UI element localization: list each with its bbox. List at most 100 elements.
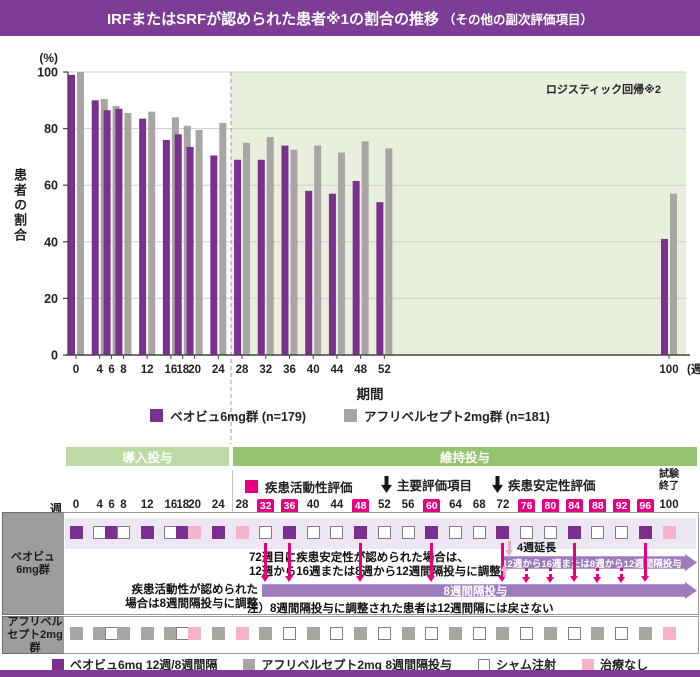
dose-square-sham-week-32: [259, 526, 273, 539]
week-number-56: 56: [401, 499, 415, 511]
dose-square-none-week-100: [662, 526, 676, 539]
week72-note-line2: 12週から16週または8週から12週間隔投与に調整: [249, 566, 501, 578]
disease-activity-note-line2: 場合は8週間隔投与に調整: [125, 598, 258, 610]
dose-square-sham-week-44: [330, 627, 344, 640]
x-tick-label: 100: [659, 364, 678, 376]
x-tick-label: 16: [164, 364, 177, 376]
dose-square-active-week-84: [567, 526, 581, 539]
bar-aflibercept-week-40: [314, 145, 322, 355]
x-tick-label: 18: [176, 364, 189, 376]
bar-beovu-week-18: [174, 134, 182, 355]
assessment-legend-activity: 疾患活動性評価: [245, 477, 353, 496]
x-tick-label: 8: [120, 364, 127, 376]
page-title-suffix: （その他の副次評価項目）: [443, 12, 594, 27]
week-number-52: 52: [377, 499, 391, 511]
bar-beovu-week-32: [257, 159, 265, 355]
interval-8week-arrow: 8週間隔投与: [262, 582, 697, 599]
dose-square-sham-week-76: [520, 627, 534, 640]
dose-square-comparator-week-32: [259, 627, 273, 640]
legend-item-aflibercept: アフリベルセプト2mg群 (n=181): [344, 406, 550, 425]
dose-square-none-week-28: [235, 526, 249, 539]
week-number-80: 80: [541, 499, 559, 514]
week-number-44: 44: [330, 499, 344, 511]
y-tick-label: 80: [44, 122, 58, 136]
aflibercept-swatch: [344, 409, 357, 422]
week-number-88: 88: [589, 499, 607, 514]
footnote: 注）8週間隔投与に調整された患者は12週間隔には戻さない: [247, 603, 554, 615]
disease-activity-note: 疾患活動性が認められた 場合は8週間隔投与に調整: [100, 583, 258, 611]
dose-square-comparator-week-4: [93, 627, 107, 640]
maintenance-phase-band: 維持投与: [233, 447, 697, 466]
comparator-swatch-icon: [243, 658, 256, 671]
dose-square-active-week-6: [105, 526, 119, 539]
week-number-100: 100: [659, 499, 679, 511]
bottom-brand-bar: [0, 670, 700, 677]
bar-aflibercept-week-52: [385, 148, 393, 355]
bar-beovu-week-52: [376, 202, 384, 355]
week-number-12: 12: [140, 499, 154, 511]
dose-square-comparator-week-64: [449, 627, 463, 640]
week-number-28: 28: [235, 499, 249, 511]
bar-beovu-week-36: [281, 145, 289, 355]
week-number-6: 6: [108, 499, 115, 511]
assessment-legend-stability: 疾患安定性評価: [492, 475, 596, 494]
week-number-96: 96: [636, 499, 654, 514]
y-tick-label: 100: [37, 66, 58, 80]
arrowhead: [356, 576, 365, 582]
dose-square-sham-week-44: [330, 526, 344, 539]
trial-end-line2: 終了: [659, 481, 679, 492]
logistic-regression-note: ロジスティック回帰※2: [546, 82, 661, 96]
dose-square-sham-week-52: [377, 526, 391, 539]
beovu-swatch: [150, 409, 164, 422]
dose-square-sham-week-56: [401, 526, 415, 539]
dose-square-sham-week-36: [282, 627, 296, 640]
optional-dose-arrow-week-80: [545, 568, 554, 583]
extension-label: 4週延長: [517, 542, 557, 554]
x-tick-label: 24: [212, 364, 225, 376]
week-number-76: 76: [518, 499, 536, 514]
bar-aflibercept-week-20: [195, 130, 203, 355]
dose-square-comparator-week-16: [164, 627, 178, 640]
dose-square-active-week-12: [140, 526, 154, 539]
dose-square-active-week-96: [638, 526, 652, 539]
maintenance-shaded-region: [231, 72, 686, 355]
week-number-60: 60: [423, 499, 441, 514]
dose-square-none-week-100: [662, 627, 676, 640]
x-tick-label: 12: [141, 364, 154, 376]
x-tick-label: 32: [259, 364, 272, 376]
bar-aflibercept-week-28: [243, 142, 251, 355]
dose-square-sham-week-80: [543, 526, 557, 539]
interval-12to16-arrow-label: 12週から16週または8週から12週間隔投与: [502, 558, 682, 570]
x-tick-label: 52: [378, 364, 391, 376]
bar-aflibercept-week-100: [670, 193, 677, 355]
arrowhead: [261, 576, 270, 582]
week-number-16: 16: [164, 499, 178, 511]
dose-arrow-week-48: [356, 543, 365, 582]
bar-beovu-week-40: [305, 190, 313, 355]
maintenance-phase-label: 維持投与: [439, 451, 490, 465]
week-number-36: 36: [280, 499, 298, 514]
arrowhead: [569, 576, 578, 582]
x-unit-label: (週): [687, 362, 700, 376]
sham-swatch-icon: [478, 658, 491, 671]
dose-square-active-week-72: [496, 526, 510, 539]
x-tick-label: 40: [307, 364, 320, 376]
disease-activity-label: 疾患活動性評価: [265, 481, 353, 495]
arrowhead: [500, 565, 509, 571]
arrowhead: [522, 577, 531, 583]
week72-note-line1: 72週目に疾患安定性が認められた場合は、: [249, 551, 501, 565]
bar-aflibercept-week-32: [266, 137, 274, 355]
dose-square-comparator-week-56: [401, 627, 415, 640]
dose-arrow-week-96: [640, 543, 649, 582]
bar-aflibercept-week-48: [361, 141, 369, 355]
dose-square-active-week-36: [282, 526, 296, 539]
dose-arrow-week-32: [261, 543, 270, 582]
week-number-20: 20: [188, 499, 201, 511]
dose-square-comparator-week-12: [140, 627, 154, 640]
dose-square-active-week-60: [425, 526, 439, 539]
dose-square-none-week-28: [235, 627, 249, 640]
x-tick-label: 0: [73, 364, 79, 376]
dose-square-active-week-48: [354, 526, 368, 539]
y-unit-label: (%): [39, 51, 58, 65]
bottom-legend-label: 治療なし: [600, 658, 649, 672]
